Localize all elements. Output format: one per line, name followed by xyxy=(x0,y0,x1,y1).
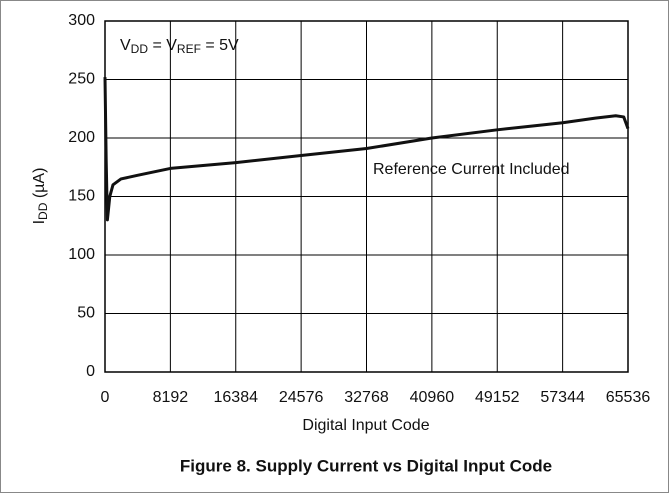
data-line xyxy=(103,77,630,222)
text-part: (µA) xyxy=(31,168,48,203)
x-tick-label: 24576 xyxy=(279,389,324,406)
y-tick-label: 200 xyxy=(68,129,95,146)
subscript: DD xyxy=(36,202,50,220)
caption: Figure 8. Supply Current vs Digital Inpu… xyxy=(180,456,552,475)
text-part: = V xyxy=(148,37,177,54)
x-tick-label: 40960 xyxy=(410,389,455,406)
x-tick-label: 8192 xyxy=(153,389,189,406)
annotation: VDD = VREF = 5V xyxy=(120,37,239,56)
text-part: I xyxy=(31,220,48,224)
y-tick-label: 50 xyxy=(77,305,95,322)
annotation: Reference Current Included xyxy=(373,161,570,178)
y-tick-label: 300 xyxy=(68,12,95,29)
y-tick-label: 150 xyxy=(68,188,95,205)
x-tick-label: 49152 xyxy=(475,389,520,406)
x-tick-label: 57344 xyxy=(540,389,585,406)
y-tick-label: 250 xyxy=(68,71,95,88)
subscript: REF xyxy=(177,42,201,56)
x-tick-label: 0 xyxy=(101,389,110,406)
x-axis-label: Digital Input Code xyxy=(302,417,429,434)
y-tick-label: 0 xyxy=(86,363,95,380)
y-axis-label: IDD (µA) xyxy=(31,168,50,225)
text-part: = 5V xyxy=(201,37,239,54)
x-tick-label: 65536 xyxy=(606,389,651,406)
x-tick-label: 16384 xyxy=(214,389,259,406)
y-tick-label: 100 xyxy=(68,246,95,263)
plot-border xyxy=(104,20,629,373)
subscript: DD xyxy=(131,42,149,56)
x-tick-label: 32768 xyxy=(344,389,389,406)
text-part: V xyxy=(120,37,131,54)
